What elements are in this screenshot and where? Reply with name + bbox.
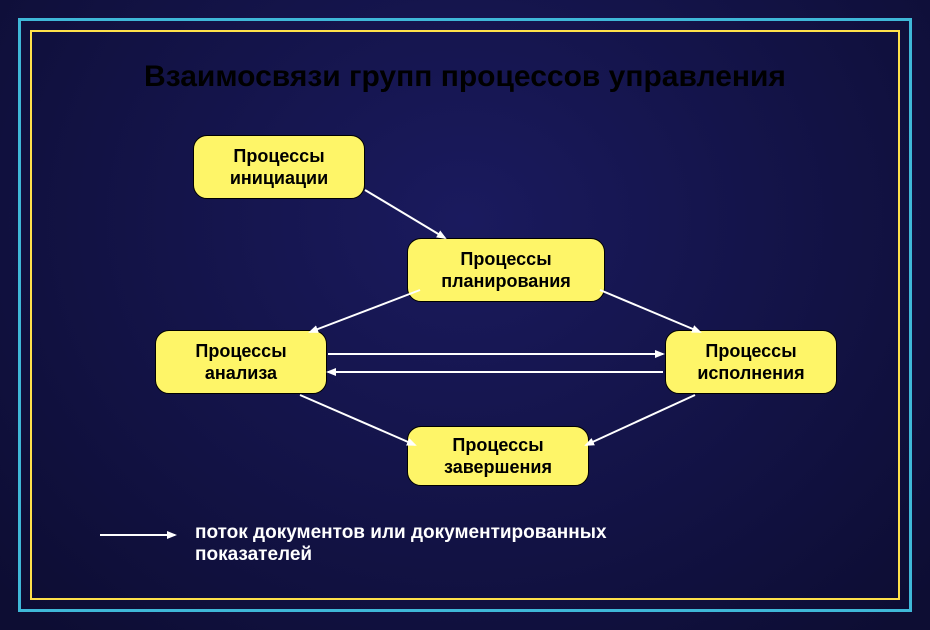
node-execution-label: Процессыисполнения <box>697 340 804 385</box>
node-closing-label: Процессызавершения <box>444 434 552 479</box>
slide: Взаимосвязи групп процессов управления П… <box>0 0 930 630</box>
frame-inner <box>30 30 900 600</box>
legend-text: поток документов или документированныхпо… <box>195 522 607 566</box>
slide-title: Взаимосвязи групп процессов управления <box>95 60 835 94</box>
node-planning-label: Процессыпланирования <box>441 248 571 293</box>
node-analysis: Процессыанализа <box>155 330 327 394</box>
node-initiation-label: Процессыинициации <box>230 145 328 190</box>
node-execution: Процессыисполнения <box>665 330 837 394</box>
node-analysis-label: Процессыанализа <box>195 340 286 385</box>
node-planning: Процессыпланирования <box>407 238 605 302</box>
node-closing: Процессызавершения <box>407 426 589 486</box>
node-initiation: Процессыинициации <box>193 135 365 199</box>
